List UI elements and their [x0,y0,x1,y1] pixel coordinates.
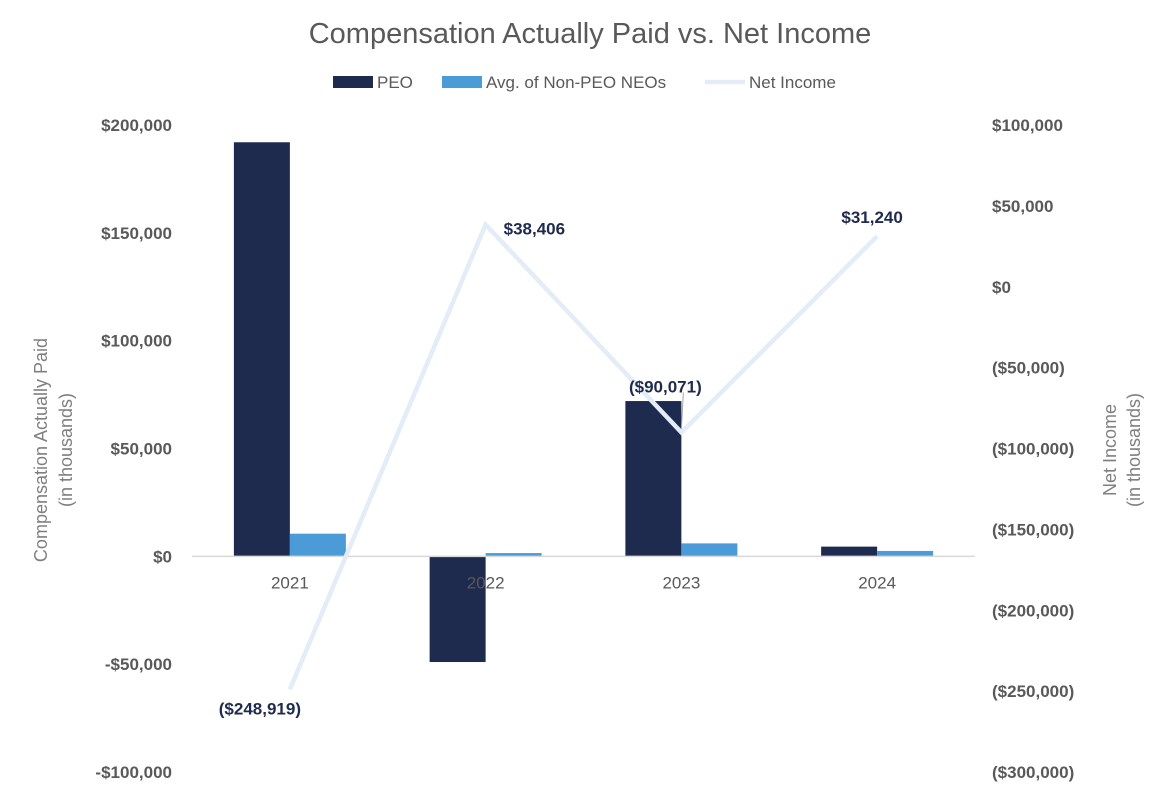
y-axis-left-tick-label: -$50,000 [105,655,172,674]
y-axis-left-title-line2: (in thousands) [56,393,76,507]
net-income-line [287,220,879,691]
y-axis-left-title-line1: Compensation Actually Paid [31,338,51,562]
y-axis-left-tick-label: $150,000 [101,224,172,243]
bar-avg-of-non-peo-neos-2022 [485,553,542,557]
y-axis-left-tick-label: $50,000 [111,440,172,459]
y-axis-right-tick-label: $50,000 [992,197,1053,216]
legend-label: Net Income [749,73,836,92]
y-axis-right-tick-label: ($100,000) [992,440,1074,459]
legend-swatch [333,76,373,88]
legend-item-peo: PEO [333,73,413,92]
legend-label: PEO [377,73,413,92]
y-axis-left-tick-label: -$100,000 [95,763,172,782]
x-axis-tick-label: 2023 [662,573,700,592]
y-axis-right-tick-label: ($250,000) [992,682,1074,701]
bar-peo-2021 [233,142,290,557]
bar-avg-of-non-peo-neos-2023 [681,543,738,557]
legend-label: Avg. of Non-PEO NEOs [486,73,666,92]
x-axis-tick-label: 2024 [858,573,896,592]
y-axis-right-title-line1: Net Income [1100,404,1120,496]
bar-peo-2023 [625,401,682,557]
y-axis-right-title-line2: (in thousands) [1124,393,1144,507]
y-axis-right-tick-label: $100,000 [992,116,1063,135]
y-axis-right-tick-label: ($300,000) [992,763,1074,782]
bar-peo-2024 [821,546,878,557]
y-axis-left-ticks: $200,000 $150,000 $100,000 $50,000 $0 -$50,00… [95,116,172,782]
legend: PEO Avg. of Non-PEO NEOs Net Income [333,73,836,92]
chart-title: Compensation Actually Paid vs. Net Incom… [309,18,872,50]
net-income-data-label: $38,406 [504,220,565,239]
y-axis-right-tick-label: ($50,000) [992,359,1065,378]
net-income-data-labels: ($248,919) $38,406 ($90,071) $31,240 [219,208,903,718]
legend-item-net-income: Net Income [705,73,836,92]
y-axis-right-ticks: $100,000 $50,000 $0 ($50,000) ($100,000) ($15… [992,116,1074,782]
net-income-data-label: ($90,071) [629,377,702,396]
net-income-data-label: ($248,919) [219,699,301,718]
net-income-line-series [287,220,879,691]
bars [233,142,934,663]
x-axis-tick-label: 2021 [271,573,309,592]
legend-swatch [442,76,482,88]
y-axis-left-tick-label: $100,000 [101,332,172,351]
bar-avg-of-non-peo-neos-2024 [877,550,934,557]
y-axis-right-tick-label: ($200,000) [992,601,1074,620]
x-axis-ticks: 2021 2022 2023 2024 [271,573,896,592]
data-label-leader-line [680,392,684,429]
y-axis-left-tick-label: $200,000 [101,116,172,135]
legend-item-avg-of-non-peo-neos: Avg. of Non-PEO NEOs [442,73,666,92]
y-axis-right-tick-label: $0 [992,278,1011,297]
net-income-data-label: $31,240 [841,208,902,227]
y-axis-left-tick-label: $0 [153,547,172,566]
y-axis-right-tick-label: ($150,000) [992,520,1074,539]
bar-avg-of-non-peo-neos-2021 [289,533,346,557]
bar-peo-2022 [429,556,486,663]
x-axis-tick-label: 2022 [467,573,505,592]
